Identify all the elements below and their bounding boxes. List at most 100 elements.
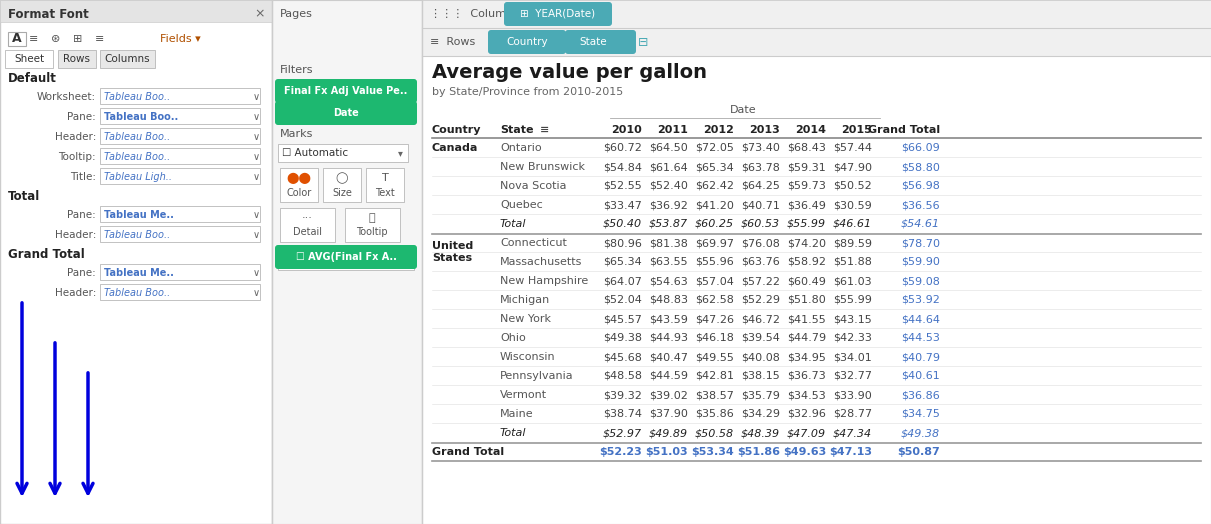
Text: $55.96: $55.96: [695, 257, 734, 267]
Text: $36.86: $36.86: [901, 390, 940, 400]
Text: T: T: [381, 173, 389, 183]
Text: Date: Date: [730, 105, 757, 115]
Text: $44.64: $44.64: [901, 314, 940, 324]
Text: $40.71: $40.71: [741, 200, 780, 210]
Text: Tableau Ligh..: Tableau Ligh..: [104, 172, 172, 182]
Text: $35.86: $35.86: [695, 409, 734, 419]
Text: $54.84: $54.84: [603, 162, 642, 172]
Text: $52.23: $52.23: [599, 447, 642, 457]
Bar: [432, 215, 1201, 234]
Text: $40.47: $40.47: [649, 352, 688, 362]
Bar: [101, 148, 260, 164]
Text: Quebec: Quebec: [500, 200, 543, 210]
Bar: [432, 424, 1201, 443]
Text: $60.53: $60.53: [741, 219, 780, 229]
Text: Color: Color: [286, 188, 311, 198]
Text: ∨: ∨: [252, 172, 259, 182]
Bar: [432, 234, 1201, 253]
Text: $59.31: $59.31: [787, 162, 826, 172]
Text: $81.38: $81.38: [649, 238, 688, 248]
Text: 💬: 💬: [368, 213, 375, 223]
FancyBboxPatch shape: [275, 79, 417, 103]
Bar: [272, 0, 421, 524]
Text: $58.80: $58.80: [901, 162, 940, 172]
Bar: [345, 208, 400, 242]
Text: Title:: Title:: [70, 172, 96, 182]
Text: $39.54: $39.54: [741, 333, 780, 343]
Text: $36.73: $36.73: [787, 371, 826, 381]
Bar: [101, 206, 260, 222]
Text: ∨: ∨: [252, 152, 259, 162]
Text: New Brunswick: New Brunswick: [500, 162, 585, 172]
Text: $53.34: $53.34: [691, 447, 734, 457]
Text: ∨: ∨: [252, 92, 259, 102]
Text: $59.73: $59.73: [787, 181, 826, 191]
Bar: [280, 168, 318, 202]
Text: $38.15: $38.15: [741, 371, 780, 381]
FancyBboxPatch shape: [488, 30, 566, 54]
Text: $57.44: $57.44: [833, 143, 872, 153]
Text: $62.42: $62.42: [695, 181, 734, 191]
Text: $68.43: $68.43: [787, 143, 826, 153]
Text: ☐ Automatic: ☐ Automatic: [282, 148, 348, 158]
Text: 2015: 2015: [842, 125, 872, 135]
Text: $63.76: $63.76: [741, 257, 780, 267]
Text: $64.25: $64.25: [741, 181, 780, 191]
Text: Marks: Marks: [280, 129, 314, 139]
Text: $66.09: $66.09: [901, 143, 940, 153]
FancyBboxPatch shape: [504, 2, 612, 26]
Bar: [432, 348, 1201, 367]
Text: $36.56: $36.56: [901, 200, 940, 210]
Text: $50.87: $50.87: [897, 447, 940, 457]
Text: $46.61: $46.61: [833, 219, 872, 229]
Bar: [279, 144, 408, 162]
Text: $36.49: $36.49: [787, 200, 826, 210]
Text: $52.97: $52.97: [603, 428, 642, 438]
Text: $47.26: $47.26: [695, 314, 734, 324]
Text: $43.59: $43.59: [649, 314, 688, 324]
Text: $58.92: $58.92: [787, 257, 826, 267]
Text: $76.08: $76.08: [741, 238, 780, 248]
Text: $48.39: $48.39: [741, 428, 780, 438]
Text: ⊛: ⊛: [51, 34, 61, 44]
Text: $49.63: $49.63: [782, 447, 826, 457]
Text: Tableau Boo..: Tableau Boo..: [104, 132, 171, 142]
Text: ×: ×: [254, 7, 265, 20]
Text: $40.08: $40.08: [741, 352, 780, 362]
Text: ≡: ≡: [96, 34, 104, 44]
Text: ≡: ≡: [29, 34, 39, 44]
Text: Grand Total: Grand Total: [432, 447, 504, 457]
Text: Average value per gallon: Average value per gallon: [432, 62, 707, 82]
Text: $59.90: $59.90: [901, 257, 940, 267]
Bar: [101, 50, 155, 68]
Text: Vermont: Vermont: [500, 390, 547, 400]
Bar: [101, 168, 260, 184]
Text: Total: Total: [500, 219, 527, 229]
Text: $54.63: $54.63: [649, 276, 688, 286]
Text: $45.57: $45.57: [603, 314, 642, 324]
Bar: [58, 50, 96, 68]
Bar: [421, 28, 1211, 56]
Bar: [101, 108, 260, 124]
Text: $52.40: $52.40: [649, 181, 688, 191]
Text: ∨: ∨: [252, 210, 259, 220]
Bar: [101, 226, 260, 242]
Bar: [421, 0, 1211, 28]
Text: Tooltip: Tooltip: [356, 227, 388, 237]
Text: Ontario: Ontario: [500, 143, 541, 153]
Text: $59.08: $59.08: [901, 276, 940, 286]
Text: Sheet: Sheet: [15, 54, 44, 64]
Text: $52.29: $52.29: [741, 295, 780, 305]
Text: $50.58: $50.58: [695, 428, 734, 438]
Text: $46.72: $46.72: [741, 314, 780, 324]
Text: $51.80: $51.80: [787, 295, 826, 305]
Text: $51.88: $51.88: [833, 257, 872, 267]
Text: $37.90: $37.90: [649, 409, 688, 419]
Text: $44.53: $44.53: [901, 333, 940, 343]
Text: Pane:: Pane:: [68, 210, 96, 220]
Bar: [432, 386, 1201, 405]
Text: Default: Default: [8, 71, 57, 84]
Text: Grand Total: Grand Total: [868, 125, 940, 135]
Text: $32.77: $32.77: [833, 371, 872, 381]
Text: New Hampshire: New Hampshire: [500, 276, 589, 286]
